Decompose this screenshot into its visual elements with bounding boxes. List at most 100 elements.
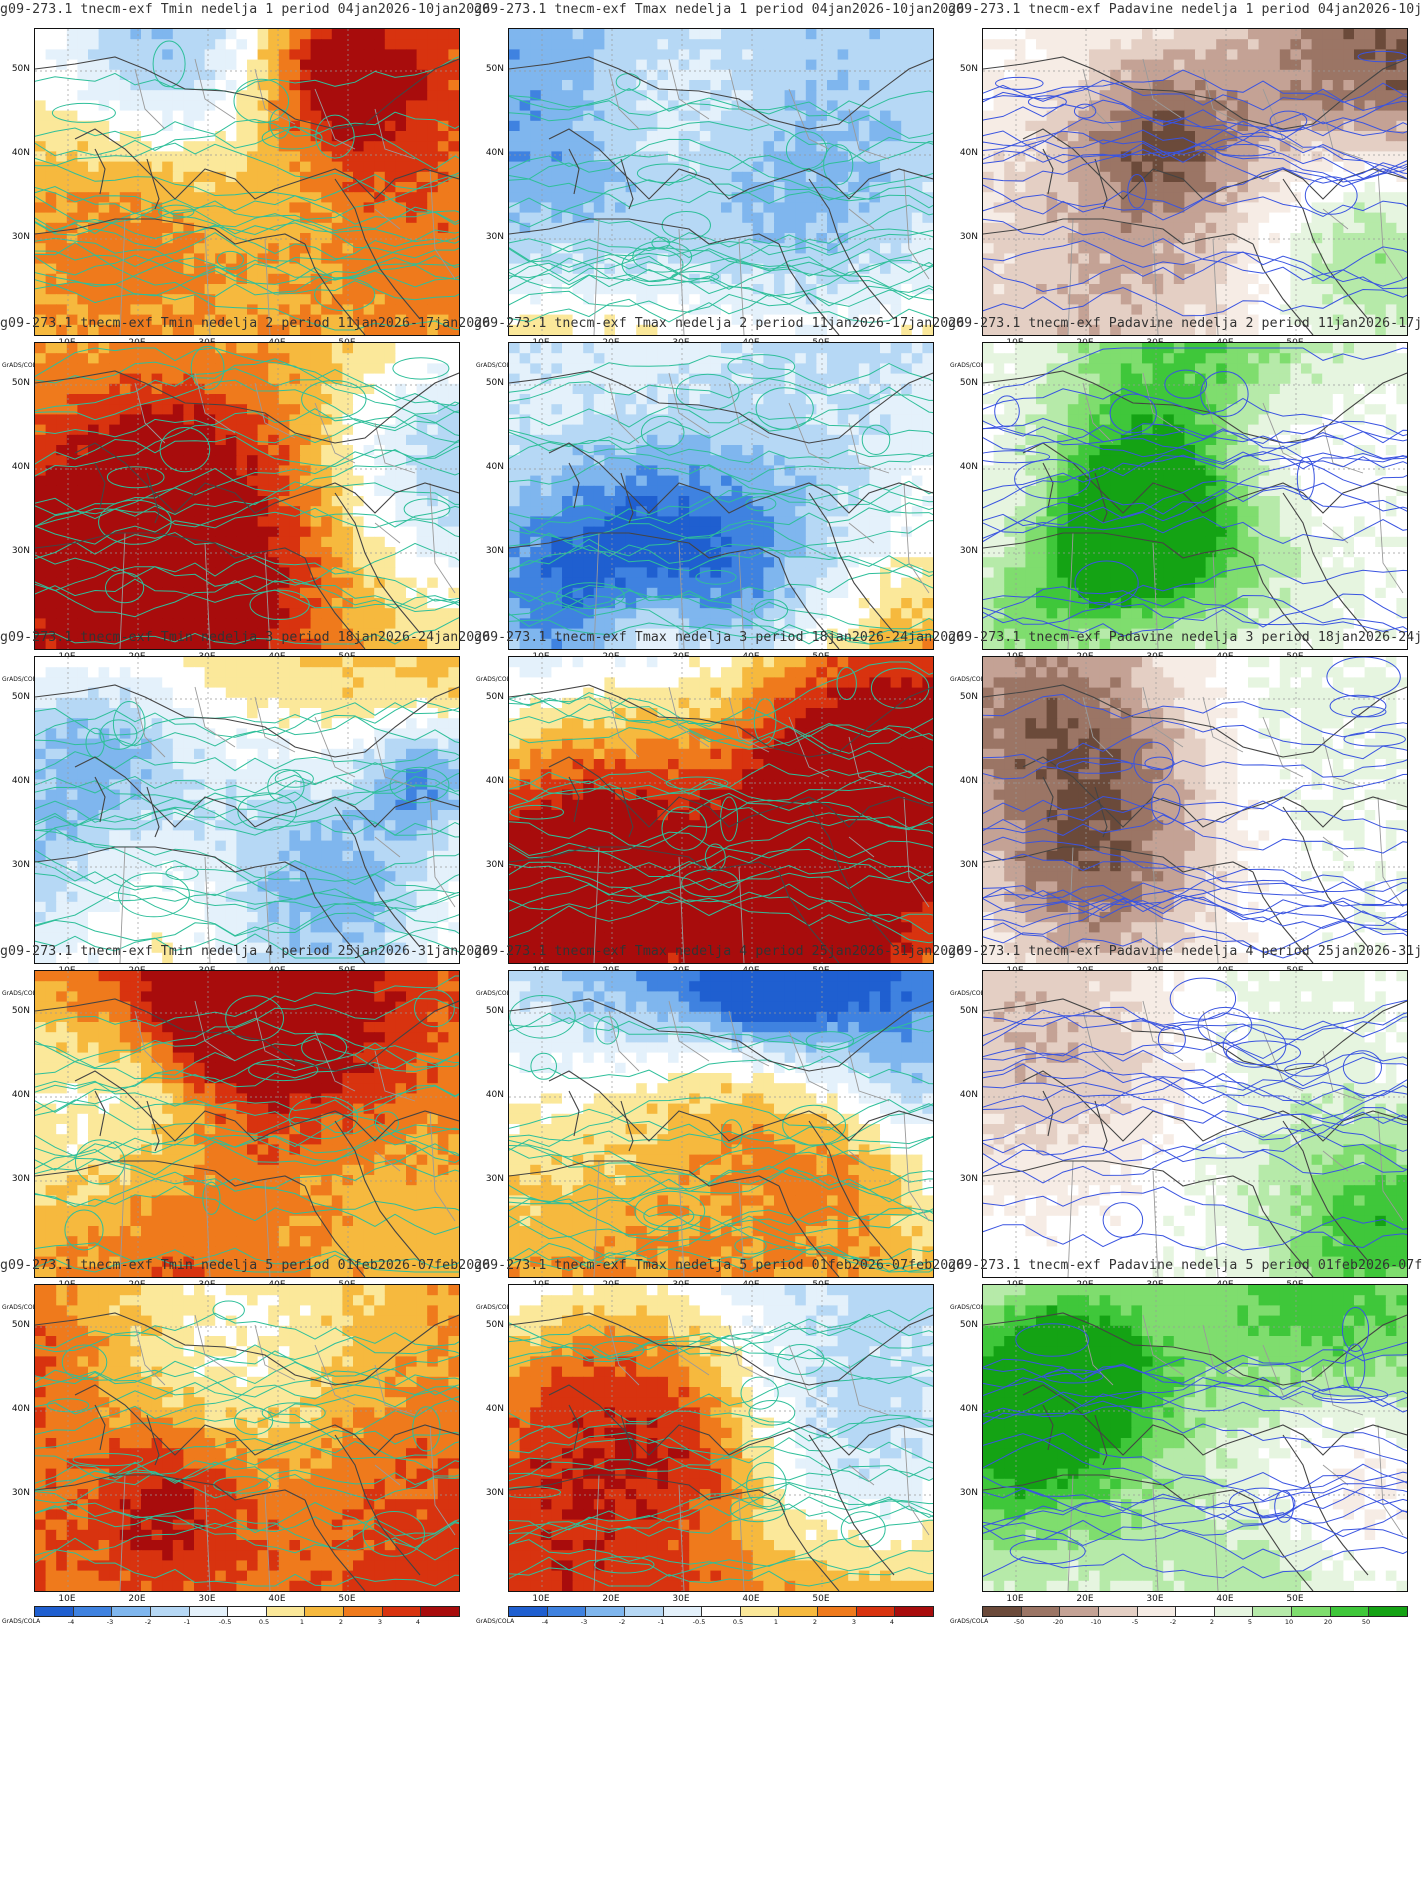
field-cell: [1279, 314, 1291, 326]
field-cell: [215, 445, 227, 456]
field-cell: [795, 59, 807, 71]
field-cell: [1036, 273, 1048, 285]
field-cell: [130, 90, 142, 101]
field-cell: [1057, 253, 1069, 265]
coastline: [983, 56, 1407, 130]
field-cell: [657, 29, 669, 40]
field-cell: [268, 304, 280, 316]
field-cell: [353, 455, 365, 466]
contour-line: [983, 184, 1407, 221]
field-cell: [551, 243, 563, 254]
field-cell: [321, 49, 333, 61]
field-cell: [583, 243, 595, 254]
field-cell: [993, 263, 1005, 275]
field-cell: [1089, 324, 1101, 335]
field-cell: [162, 233, 174, 244]
field-cell: [1332, 131, 1344, 142]
field-cell: [1004, 110, 1016, 122]
field-cell: [109, 304, 121, 316]
field-cell: [215, 253, 227, 265]
field-cell: [993, 141, 1005, 152]
field-cell: [406, 526, 418, 538]
field-cell: [395, 526, 407, 538]
country-border: [194, 58, 236, 120]
field-cell: [922, 151, 933, 163]
field-cell: [56, 363, 68, 375]
field-cell: [300, 192, 312, 203]
field-cell: [1067, 110, 1079, 122]
field-cell: [1385, 294, 1397, 305]
field-cell: [1332, 243, 1344, 254]
field-cell: [869, 253, 881, 265]
field-cell: [530, 49, 542, 61]
field-cell: [66, 465, 78, 477]
field-cell: [395, 59, 407, 71]
field-cell: [109, 100, 121, 112]
field-cell: [710, 243, 722, 254]
field-cell: [406, 485, 418, 497]
field-cell: [374, 598, 386, 609]
field-cell: [1343, 151, 1355, 163]
field-cell: [668, 233, 680, 244]
coastline: [509, 218, 780, 245]
field-cell: [1396, 233, 1407, 244]
field-cell: [593, 212, 605, 224]
field-cell: [130, 485, 142, 497]
field-cell: [141, 182, 153, 193]
field-cell: [805, 212, 817, 224]
field-cell: [88, 120, 100, 132]
field-cell: [827, 233, 839, 244]
field-cell: [1385, 233, 1397, 244]
field-cell: [763, 110, 775, 122]
field-cell: [321, 557, 333, 568]
field-cell: [437, 485, 449, 497]
field-cell: [837, 69, 849, 81]
field-cell: [1375, 151, 1387, 163]
field-cell: [848, 100, 860, 112]
field-cell: [1269, 212, 1281, 224]
field-cell: [427, 434, 439, 446]
field-cell: [141, 404, 153, 415]
field-cell: [236, 49, 248, 61]
field-cell: [427, 273, 439, 285]
field-cell: [257, 485, 269, 497]
field-cell: [427, 587, 439, 599]
field-cell: [98, 314, 110, 326]
field-cell: [1216, 151, 1228, 163]
field-cell: [657, 110, 669, 122]
field-cell: [1131, 212, 1143, 224]
field-cell: [395, 304, 407, 316]
field-cell: [183, 343, 195, 354]
field-cell: [1078, 90, 1090, 101]
field-cell: [98, 496, 110, 507]
field-cell: [1004, 69, 1016, 81]
field-cell: [1396, 294, 1407, 305]
field-cell: [1078, 273, 1090, 285]
field-cell: [130, 547, 142, 558]
field-cell: [374, 39, 386, 50]
field-cell: [1131, 294, 1143, 305]
field-cell: [194, 618, 206, 630]
field-cell: [795, 233, 807, 244]
field-cell: [519, 243, 531, 254]
field-cell: [247, 120, 259, 132]
field-cell: [289, 434, 301, 446]
field-cell: [406, 324, 418, 335]
field-cell: [1226, 100, 1238, 112]
field-cell: [540, 243, 552, 254]
field-cell: [353, 516, 365, 528]
field-cell: [593, 49, 605, 61]
field-cell: [363, 434, 375, 446]
field-cell: [183, 120, 195, 132]
field-cell: [1004, 304, 1016, 316]
field-cell: [1142, 120, 1154, 132]
field-cell: [1036, 212, 1048, 224]
field-cell: [374, 547, 386, 558]
field-cell: [448, 516, 459, 528]
field-cell: [437, 100, 449, 112]
coastline: [94, 148, 106, 195]
field-cell: [45, 80, 57, 91]
field-cell: [384, 151, 396, 163]
field-cell: [257, 202, 269, 214]
field-cell: [1248, 314, 1260, 326]
